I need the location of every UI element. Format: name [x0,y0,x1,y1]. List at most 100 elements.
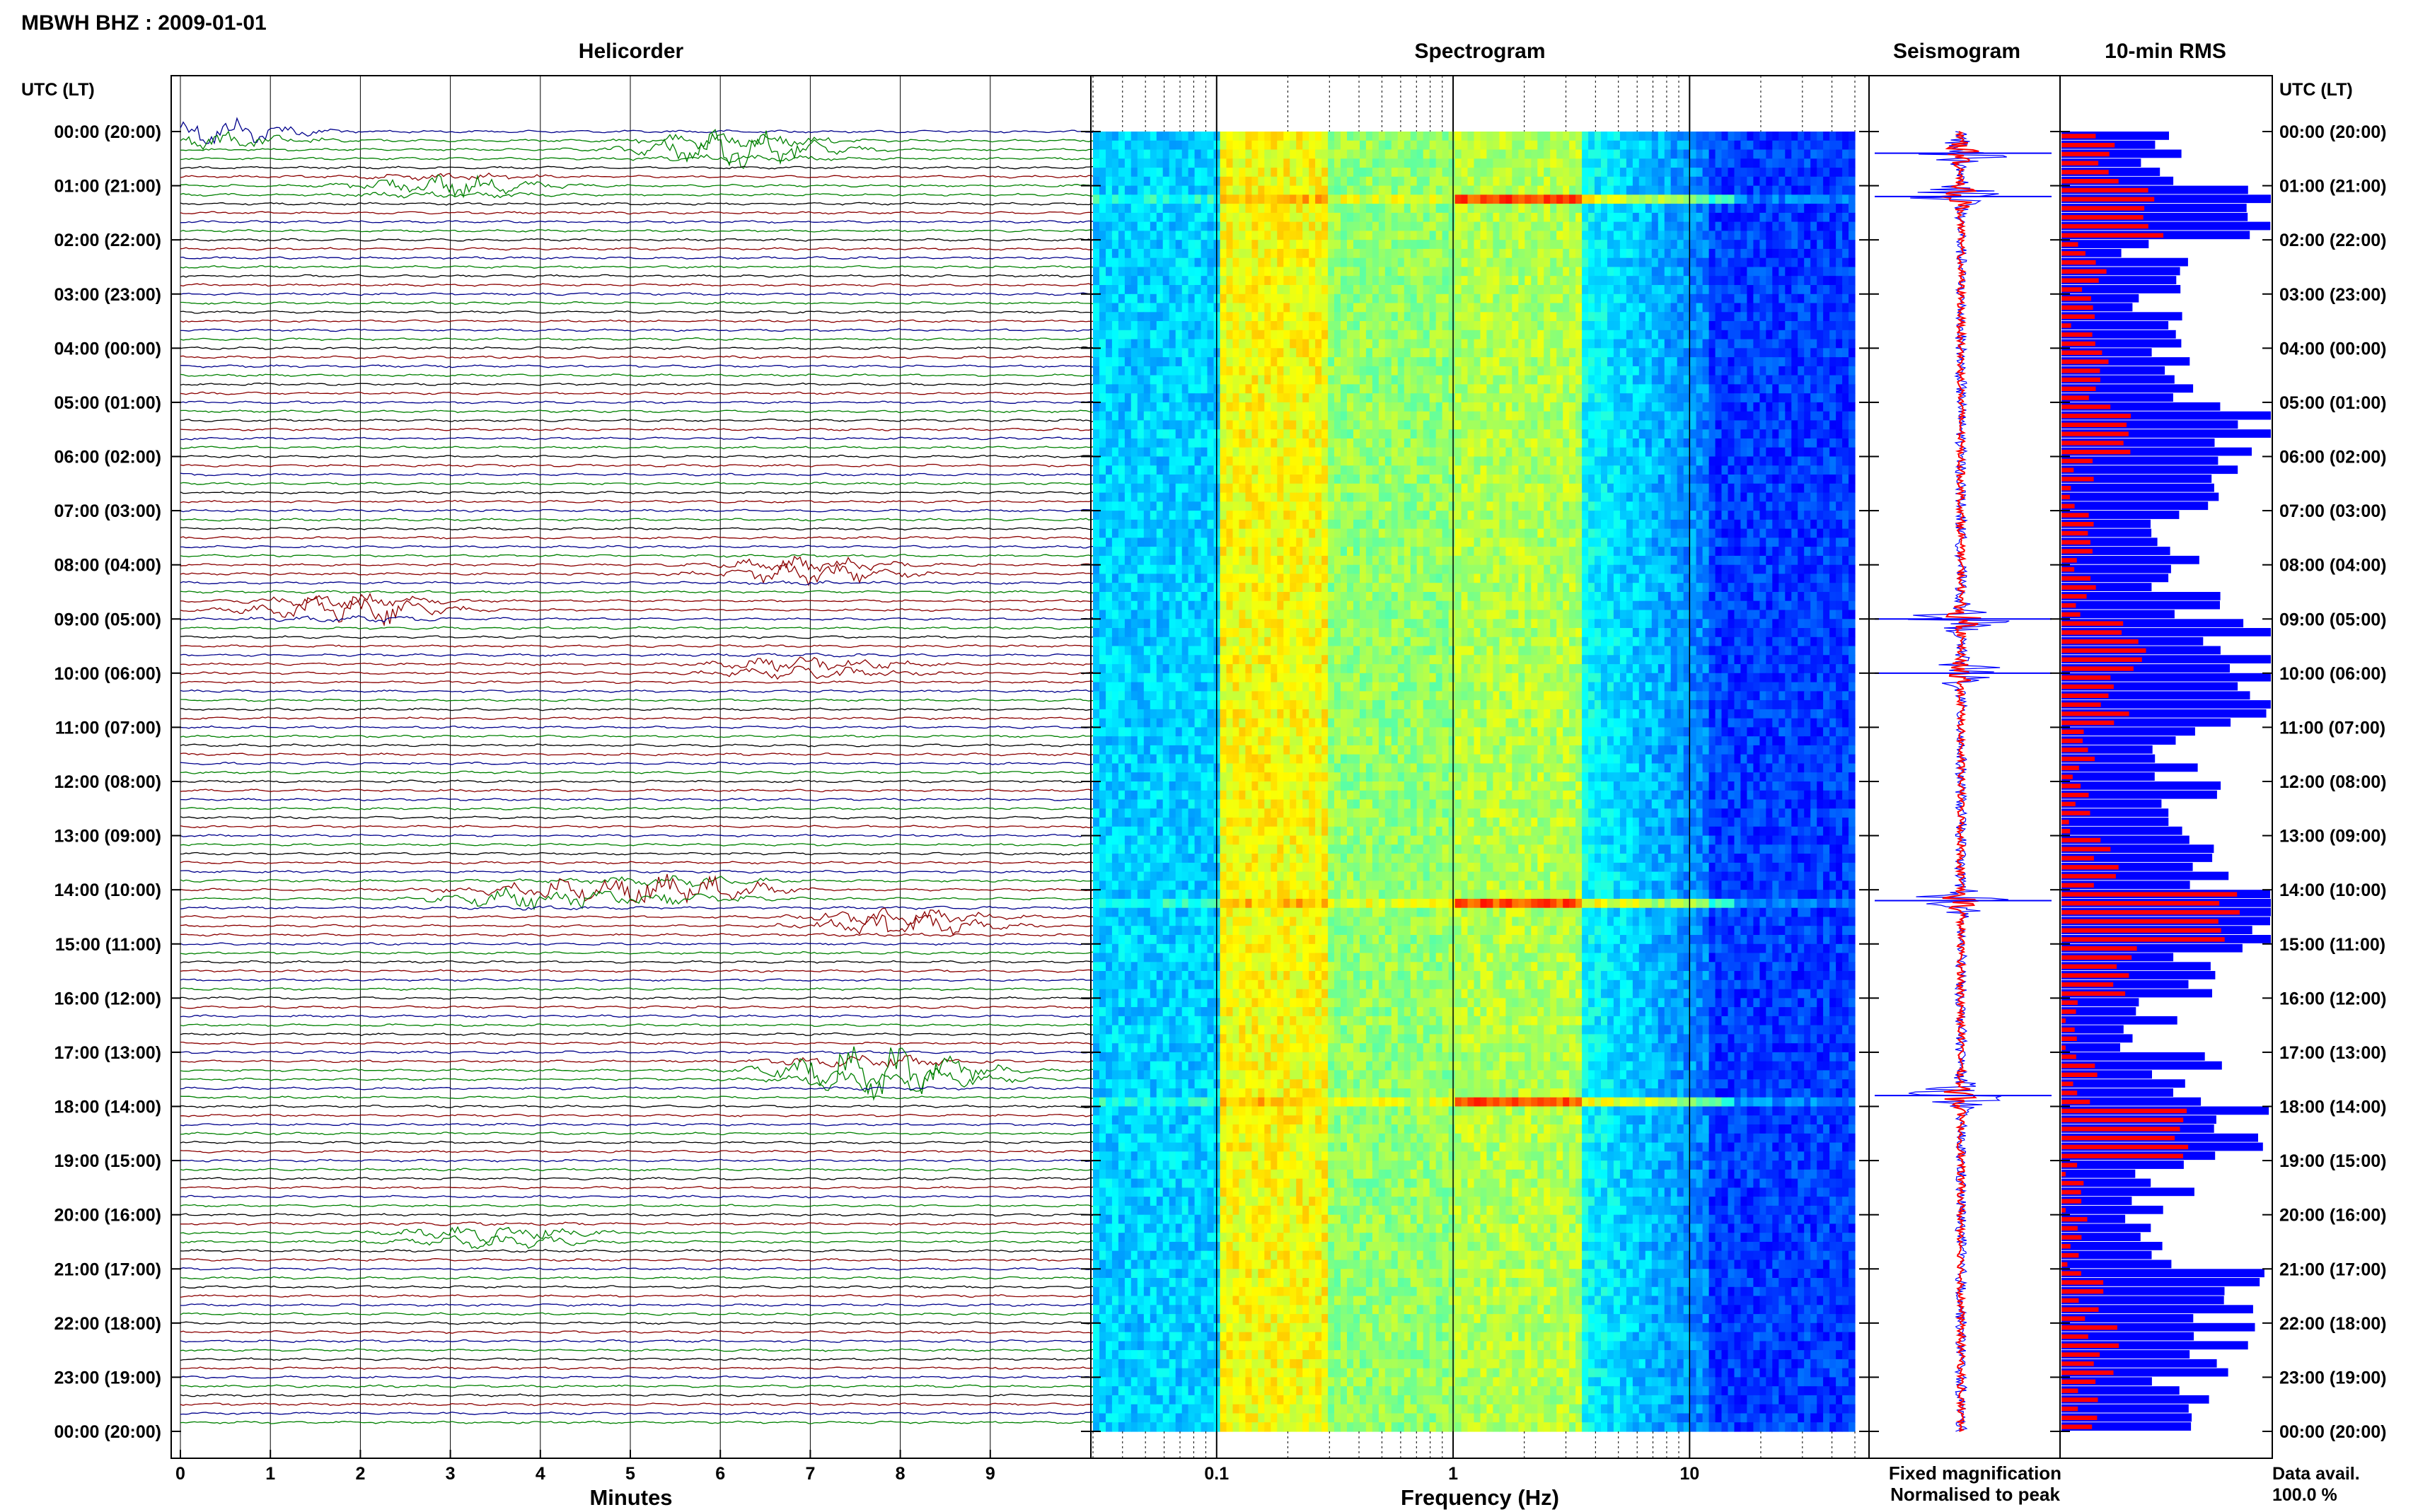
spectrogram-cell [1670,465,1678,475]
spectrogram-cell [1226,204,1234,214]
spectrogram-cell [1277,321,1284,331]
spectrogram-cell [1537,402,1544,412]
spectrogram-cell [1474,248,1481,259]
spectrogram-cell [1563,339,1570,349]
spectrogram-cell [1664,267,1672,277]
spectrogram-cell [1365,194,1373,204]
spectrogram-cell [1563,357,1570,367]
spectrogram-cell [1099,366,1106,376]
spectrogram-cell [1365,420,1373,430]
spectrogram-cell [1817,240,1824,250]
spectrogram-cell [1416,393,1424,403]
spectrogram-cell [1785,257,1792,268]
spectrogram-cell [1556,257,1563,268]
spectrogram-cell [1512,276,1519,286]
spectrogram-cell [1365,267,1373,277]
spectrogram-cell [1365,475,1373,484]
spectrogram-cell [1372,330,1379,340]
spectrogram-cell [1772,357,1779,367]
spectrogram-cell [1416,384,1424,394]
spectrogram-cell [1595,321,1602,331]
spectrogram-cell [1836,221,1843,231]
spectrogram-cell [1384,411,1392,421]
spectrogram-cell [1766,248,1773,259]
spectrogram-cell [1353,411,1360,421]
spectrogram-cell [1696,312,1703,322]
spectrogram-cell [1645,176,1653,187]
spectrogram-cell [1143,492,1151,502]
spectrogram-cell [1638,285,1646,295]
spectrogram-cell [1302,149,1309,159]
spectrogram-cell [1467,411,1475,421]
spectrogram-cell [1836,140,1843,151]
spectrogram-cell [1232,330,1240,340]
spectrogram-cell [1626,420,1633,430]
spectrogram-cell [1251,257,1259,268]
spectrogram-cell [1486,420,1493,430]
spectrogram-cell [1499,384,1506,394]
spectrogram-cell [1150,276,1157,286]
spectrogram-cell [1435,285,1443,295]
spectrogram-cell [1143,312,1151,322]
spectrogram-cell [1575,257,1583,268]
spectrogram-cell [1759,475,1766,484]
spectrogram-cell [1626,411,1633,421]
spectrogram-cell [1321,411,1329,421]
spectrogram-cell [1849,293,1856,304]
spectrogram-cell [1715,375,1723,385]
spectrogram-cell [1791,384,1798,394]
spectrogram-cell [1531,149,1538,159]
spectrogram-cell [1849,248,1856,259]
spectrogram-cell [1341,456,1348,466]
spectrogram-cell [1677,248,1684,259]
spectrogram-cell [1201,276,1208,286]
spectrogram-cell [1740,158,1747,168]
spectrogram-cell [1156,293,1164,304]
spectrogram-cell [1791,212,1798,223]
spectrogram-cell [1360,411,1367,421]
spectrogram-cell [1296,366,1303,376]
spectrogram-cell [1715,176,1723,187]
spectrogram-cell [1290,366,1297,376]
spectrogram-cell [1461,366,1469,376]
spectrogram-cell [1283,212,1290,223]
spectrogram-cell [1328,168,1335,178]
spectrogram-cell [1111,240,1119,250]
helicorder-trace [180,1420,1095,1424]
helicorder-trace [180,960,1095,964]
spectrogram-cell [1575,158,1583,168]
spectrogram-cell [1766,375,1773,385]
spectrogram-cell [1416,402,1424,412]
spectrogram-cell [1391,420,1399,430]
spectrogram-cell [1810,303,1817,313]
spectrogram-cell [1106,384,1113,394]
spectrogram-cell [1302,366,1309,376]
spectrogram-cell [1804,456,1811,466]
spectrogram-cell [1677,276,1684,286]
spectrogram-cell [1798,348,1805,358]
spectrogram-cell [1499,348,1506,358]
spectrogram-cell [1563,194,1570,204]
spectrogram-cell [1365,438,1373,448]
spectrogram-cell [1416,149,1424,159]
spectrogram-cell [1702,257,1710,268]
spectrogram-cell [1645,475,1653,484]
spectrogram-cell [1467,366,1475,376]
spectrogram-cell [1353,447,1360,458]
spectrogram-cell [1277,375,1284,385]
spectrogram-cell [1499,176,1506,187]
spectrogram-cell [1264,293,1271,304]
spectrogram-cell [1226,248,1234,259]
spectrogram-cell [1493,375,1500,385]
spectrogram-cell [1638,447,1646,458]
spectrogram-cell [1766,483,1773,494]
spectrogram-cell [1626,321,1633,331]
helicorder-trace [180,1113,1095,1117]
spectrogram-cell [1251,456,1259,466]
spectrogram-cell [1474,140,1481,151]
spectrogram-cell [1099,168,1106,178]
spectrogram-cell [1239,267,1246,277]
spectrogram-cell [1544,411,1551,421]
spectrogram-cell [1239,420,1246,430]
spectrogram-cell [1569,176,1576,187]
